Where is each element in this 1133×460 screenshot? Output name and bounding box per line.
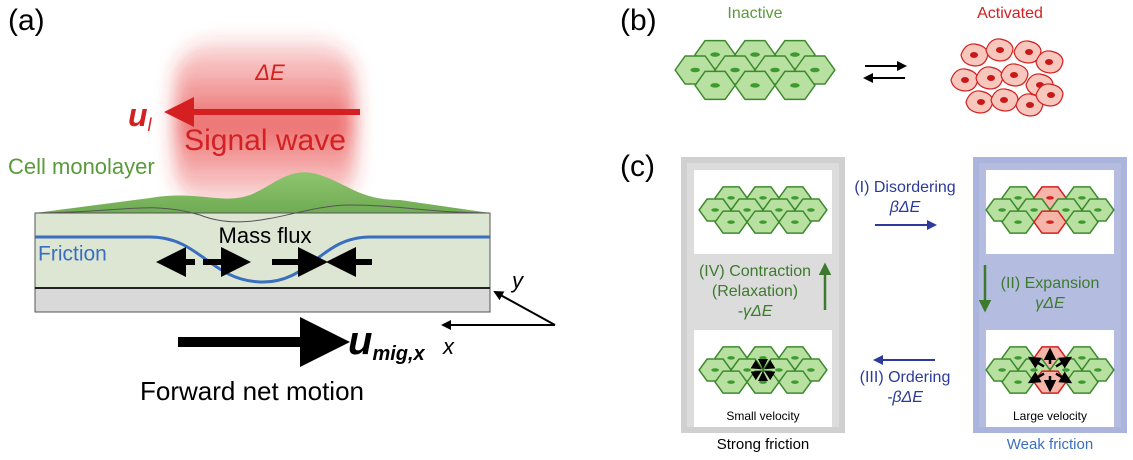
axis-label: x bbox=[442, 334, 455, 359]
panel-label: (a) bbox=[8, 4, 45, 37]
nucleus bbox=[791, 220, 799, 224]
nucleus bbox=[1014, 356, 1022, 360]
step-label: (II) Expansion bbox=[1001, 275, 1100, 292]
nucleus bbox=[759, 380, 767, 384]
nucleus bbox=[1094, 368, 1102, 372]
nucleus bbox=[1078, 196, 1086, 200]
nucleus bbox=[1078, 380, 1086, 384]
nucleus bbox=[810, 68, 820, 72]
nucleus bbox=[1062, 208, 1070, 212]
symbol: u bbox=[128, 97, 148, 133]
nucleus bbox=[750, 83, 760, 87]
nucleus bbox=[1014, 220, 1022, 224]
friction-label: Weak friction bbox=[1007, 436, 1093, 453]
step-term: -βΔE bbox=[887, 389, 923, 406]
nucleus bbox=[743, 208, 751, 212]
nucleus bbox=[1030, 368, 1038, 372]
state-label: Activated bbox=[977, 5, 1043, 22]
velocity-label: Large velocity bbox=[1013, 409, 1087, 423]
nucleus bbox=[1046, 196, 1054, 200]
nucleus bbox=[1045, 59, 1053, 65]
friction-label: Friction bbox=[38, 243, 107, 266]
nucleus bbox=[1026, 102, 1034, 108]
nucleus bbox=[770, 68, 780, 72]
panel-label: (b) bbox=[620, 4, 657, 37]
nucleus bbox=[1094, 208, 1102, 212]
nucleus bbox=[1078, 356, 1086, 360]
nucleus bbox=[690, 68, 700, 72]
nucleus bbox=[711, 208, 719, 212]
nucleus bbox=[727, 380, 735, 384]
nucleus bbox=[1014, 380, 1022, 384]
state-label: Inactive bbox=[727, 5, 782, 22]
nucleus bbox=[727, 196, 735, 200]
symbol: u bbox=[348, 319, 372, 363]
friction-label: Strong friction bbox=[717, 436, 810, 453]
axis-label: y bbox=[510, 268, 525, 293]
wave-velocity: ul bbox=[128, 97, 153, 134]
axis-arrow bbox=[495, 292, 555, 325]
nucleus bbox=[791, 380, 799, 384]
nucleus bbox=[970, 52, 978, 58]
nucleus bbox=[1078, 220, 1086, 224]
nucleus bbox=[727, 356, 735, 360]
subscript: l bbox=[148, 115, 153, 135]
nucleus bbox=[998, 368, 1006, 372]
step-term: βΔE bbox=[889, 199, 921, 216]
nucleus bbox=[727, 220, 735, 224]
step-label: (III) Ordering bbox=[860, 369, 951, 386]
substrate bbox=[35, 288, 490, 312]
nucleus bbox=[1025, 49, 1033, 55]
nucleus bbox=[1062, 368, 1070, 372]
nucleus bbox=[1047, 92, 1055, 98]
step-label: (IV) Contraction bbox=[699, 263, 811, 280]
motion-label: Forward net motion bbox=[140, 376, 364, 406]
nucleus bbox=[987, 75, 995, 81]
nucleus bbox=[710, 52, 720, 56]
flux-label: Mass flux bbox=[219, 223, 312, 248]
step-term: γΔE bbox=[1035, 295, 1065, 312]
nucleus bbox=[1030, 208, 1038, 212]
nucleus bbox=[1046, 220, 1054, 224]
nucleus bbox=[775, 368, 783, 372]
nucleus bbox=[961, 77, 969, 83]
migration-velocity: umig,x bbox=[348, 319, 426, 366]
nucleus bbox=[791, 196, 799, 200]
nucleus bbox=[790, 52, 800, 56]
step-term: -γΔE bbox=[738, 303, 773, 320]
signal-label: Signal wave bbox=[184, 124, 346, 157]
nucleus bbox=[998, 208, 1006, 212]
nucleus bbox=[1010, 72, 1018, 78]
energy-label: ΔE bbox=[254, 60, 285, 85]
panel-label: (c) bbox=[620, 150, 655, 183]
nucleus bbox=[807, 368, 815, 372]
nucleus bbox=[759, 356, 767, 360]
nucleus bbox=[1014, 196, 1022, 200]
nucleus bbox=[759, 220, 767, 224]
nucleus bbox=[743, 368, 751, 372]
nucleus bbox=[759, 196, 767, 200]
figure: (a) ΔE ul Signal wave Cell monolayer Fri… bbox=[0, 0, 1133, 460]
nucleus bbox=[1000, 97, 1008, 103]
subscript: mig,x bbox=[372, 343, 425, 365]
velocity-label: Small velocity bbox=[726, 409, 799, 423]
shapes bbox=[35, 39, 1124, 430]
nucleus bbox=[977, 99, 985, 105]
nucleus bbox=[750, 52, 760, 56]
nucleus bbox=[807, 208, 815, 212]
nucleus bbox=[791, 356, 799, 360]
nucleus bbox=[790, 83, 800, 87]
step-label: (I) Disordering bbox=[854, 179, 955, 196]
nucleus bbox=[710, 83, 720, 87]
nucleus bbox=[775, 208, 783, 212]
step-note: (Relaxation) bbox=[712, 283, 798, 300]
nucleus bbox=[730, 68, 740, 72]
nucleus bbox=[711, 368, 719, 372]
nucleus bbox=[996, 47, 1004, 53]
monolayer-label: Cell monolayer bbox=[8, 154, 155, 179]
